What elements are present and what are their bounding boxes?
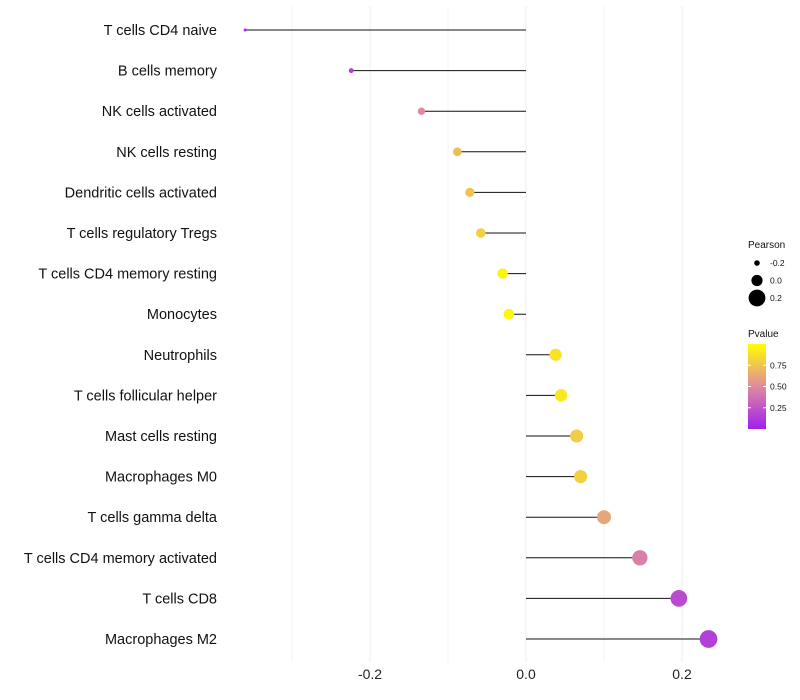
category-label-t-cells-cd4-memory-activated: T cells CD4 memory activated <box>24 551 217 567</box>
color-legend-label: 0.25 <box>770 403 787 413</box>
category-label-t-cells-follicular-helper: T cells follicular helper <box>74 388 217 404</box>
point-t-cells-cd4-memory-activated <box>632 550 648 566</box>
point-neutrophils <box>549 348 562 361</box>
color-legend-label: 0.50 <box>770 382 787 392</box>
category-label-macrophages-m2: Macrophages M2 <box>105 632 217 648</box>
size-legend-point <box>754 260 760 266</box>
point-nk-cells-activated <box>417 107 426 115</box>
point-dendritic-cells-activated <box>465 187 475 197</box>
category-label-t-cells-gamma-delta: T cells gamma delta <box>88 510 218 526</box>
category-labels: T cells CD4 naive B cells memory NK cells … <box>24 23 218 648</box>
category-label-nk-cells-activated: NK cells activated <box>102 104 217 120</box>
size-legend-point <box>751 274 763 287</box>
point-mast-cells-resting <box>570 429 584 443</box>
color-legend-title: Pvalue <box>748 329 779 340</box>
stems-layer <box>245 29 709 640</box>
category-label-t-cells-cd4-memory-resting: T cells CD4 memory resting <box>38 267 217 283</box>
point-b-cells-memory <box>348 68 354 74</box>
size-legend-label: 0.0 <box>770 276 782 286</box>
category-label-t-cells-regulatory-tregs: T cells regulatory Tregs <box>67 226 217 242</box>
x-tick-label: -0.2 <box>358 666 382 682</box>
x-tick-label: 0.0 <box>516 666 536 682</box>
point-t-cells-cd4-naive <box>243 28 247 32</box>
point-monocytes <box>503 308 515 320</box>
grid-layer <box>291 6 683 662</box>
category-label-t-cells-cd4-naive: T cells CD4 naive <box>104 23 217 39</box>
point-macrophages-m2 <box>699 630 718 648</box>
category-label-b-cells-memory: B cells memory <box>118 64 218 80</box>
size-legend-point <box>748 289 766 307</box>
size-legend-label: -0.2 <box>770 258 785 268</box>
category-label-nk-cells-resting: NK cells resting <box>116 145 217 161</box>
point-t-cells-regulatory-tregs <box>475 228 486 238</box>
category-label-t-cells-cd8: T cells CD8 <box>142 591 217 607</box>
x-tick-label: 0.2 <box>672 666 692 682</box>
category-label-mast-cells-resting: Mast cells resting <box>105 429 217 445</box>
point-macrophages-m0 <box>574 470 588 484</box>
color-legend-bar <box>748 344 766 429</box>
x-axis-ticks: -0.2 0.0 0.2 <box>358 666 692 682</box>
category-label-neutrophils: Neutrophils <box>144 348 217 364</box>
legend: Pearson -0.2 0.0 0.2 Pvalue 0.25 0.50 0.75 <box>748 240 787 429</box>
color-legend-label: 0.75 <box>770 360 787 370</box>
size-legend-label: 0.2 <box>770 293 782 303</box>
point-t-cells-cd4-memory-resting <box>497 268 508 279</box>
category-label-macrophages-m0: Macrophages M0 <box>105 470 217 486</box>
category-label-monocytes: Monocytes <box>147 307 217 323</box>
point-t-cells-follicular-helper <box>554 389 568 402</box>
point-t-cells-gamma-delta <box>597 510 611 525</box>
size-legend-title: Pearson <box>748 240 785 251</box>
point-nk-cells-resting <box>452 147 462 157</box>
category-label-dendritic-cells-activated: Dendritic cells activated <box>65 185 217 201</box>
point-t-cells-cd8 <box>670 590 688 607</box>
points-layer <box>243 28 718 648</box>
